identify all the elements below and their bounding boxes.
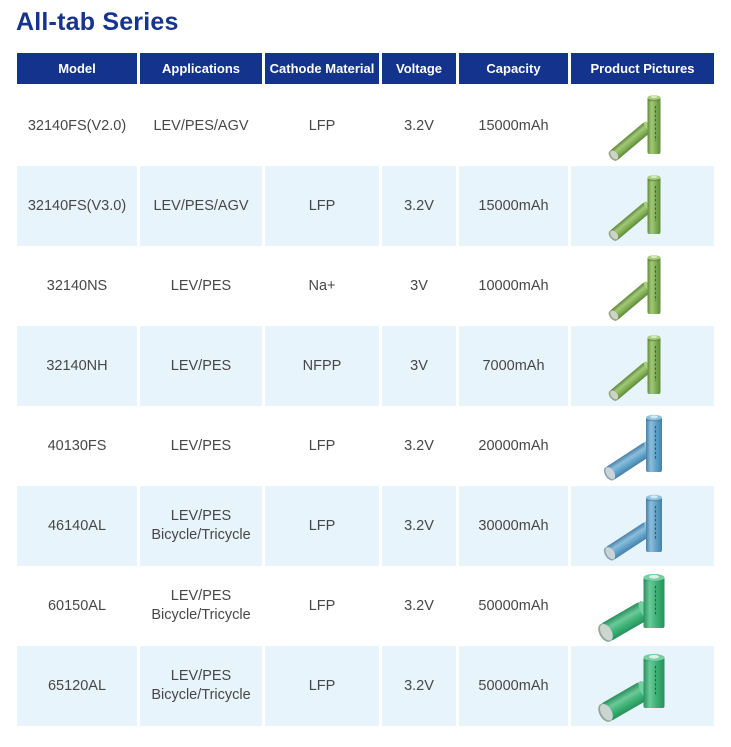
cell-capacity: 7000mAh: [459, 326, 568, 406]
cell-applications: LEV/PES: [140, 326, 262, 406]
cell-model: 46140AL: [17, 486, 137, 566]
table-row-32140NS: 32140NS LEV/PES Na+ 3V 10000mAh: [17, 246, 714, 326]
table-row-32140FS(V2.0): 32140FS(V2.0) LEV/PES/AGV LFP 3.2V 15000mAh: [17, 86, 714, 166]
table-header-row: Model Applications Cathode Material Voltage…: [17, 53, 714, 84]
cell-model: 32140NH: [17, 326, 137, 406]
cell-voltage: 3.2V: [382, 566, 456, 646]
application-line: LEV/PES: [170, 357, 232, 374]
cell-product-picture: [571, 486, 714, 566]
cell-cathode-material: LFP: [265, 166, 379, 246]
cell-applications: LEV/PES/AGV: [140, 166, 262, 246]
column-header-pictures: Product Pictures: [571, 53, 714, 84]
table-row-60150AL: 60150AL LEV/PES Bicycle/Tricycle LFP 3.2V 500…: [17, 566, 714, 646]
column-header-model: Model: [17, 53, 137, 84]
cell-product-picture: [571, 566, 714, 646]
cell-voltage: 3.2V: [382, 166, 456, 246]
cell-capacity: 20000mAh: [459, 406, 568, 486]
cell-capacity: 15000mAh: [459, 166, 568, 246]
cell-model: 40130FS: [17, 406, 137, 486]
column-header-cathode: Cathode Material: [265, 53, 379, 84]
cell-applications: LEV/PES Bicycle/Tricycle: [140, 646, 262, 726]
application-line: LEV/PES: [170, 588, 232, 605]
cell-cathode-material: LFP: [265, 486, 379, 566]
cell-capacity: 50000mAh: [459, 646, 568, 726]
table-row-46140AL: 46140AL LEV/PES Bicycle/Tricycle LFP 3.2V 300…: [17, 486, 714, 566]
blue-cylindrical-cells-photo: [603, 494, 662, 561]
column-header-voltage: Voltage: [382, 53, 456, 84]
cell-model: 65120AL: [17, 646, 137, 726]
cell-capacity: 10000mAh: [459, 246, 568, 326]
cell-voltage: 3V: [382, 326, 456, 406]
page-title: All-tab Series: [16, 8, 179, 36]
seagreen-cylindrical-cells-photo: [597, 573, 664, 642]
cell-applications: LEV/PES Bicycle/Tricycle: [140, 566, 262, 646]
application-line: LEV/PES: [170, 437, 232, 454]
green-cylindrical-cells-photo: [608, 95, 660, 161]
cell-applications: LEV/PES/AGV: [140, 86, 262, 166]
cell-cathode-material: LFP: [265, 406, 379, 486]
application-line: LEV/PES: [170, 668, 232, 685]
cell-cathode-material: LFP: [265, 86, 379, 166]
cell-product-picture: [571, 406, 714, 486]
application-line: LEV/PES/AGV: [153, 197, 249, 214]
application-line: LEV/PES/AGV: [153, 117, 249, 134]
cell-applications: LEV/PES: [140, 406, 262, 486]
cell-product-picture: [571, 166, 714, 246]
cell-cathode-material: Na+: [265, 246, 379, 326]
cell-capacity: 50000mAh: [459, 566, 568, 646]
cell-product-picture: [571, 326, 714, 406]
cell-voltage: 3.2V: [382, 86, 456, 166]
cell-voltage: 3.2V: [382, 406, 456, 486]
table-row-32140NH: 32140NH LEV/PES NFPP 3V 7000mAh: [17, 326, 714, 406]
table-row-32140FS(V3.0): 32140FS(V3.0) LEV/PES/AGV LFP 3.2V 15000mAh: [17, 166, 714, 246]
green-cylindrical-cells-photo: [608, 335, 660, 401]
column-header-applications: Applications: [140, 53, 262, 84]
cell-capacity: 15000mAh: [459, 86, 568, 166]
column-header-capacity: Capacity: [459, 53, 568, 84]
cell-voltage: 3.2V: [382, 486, 456, 566]
cell-cathode-material: LFP: [265, 646, 379, 726]
product-series-table: Model Applications Cathode Material Voltage…: [17, 53, 714, 726]
cell-model: 32140FS(V2.0): [17, 86, 137, 166]
cell-applications: LEV/PES Bicycle/Tricycle: [140, 486, 262, 566]
cell-cathode-material: NFPP: [265, 326, 379, 406]
cell-applications: LEV/PES: [140, 246, 262, 326]
green-cylindrical-cells-photo: [608, 175, 660, 241]
cell-product-picture: [571, 246, 714, 326]
cell-model: 60150AL: [17, 566, 137, 646]
table-body: 32140FS(V2.0) LEV/PES/AGV LFP 3.2V 15000mAh …: [17, 86, 714, 726]
application-line: Bicycle/Tricycle: [151, 607, 251, 623]
cell-voltage: 3.2V: [382, 646, 456, 726]
cell-model: 32140FS(V3.0): [17, 166, 137, 246]
blue-cylindrical-cells-photo: [603, 414, 662, 481]
application-line: Bicycle/Tricycle: [151, 687, 251, 703]
application-line: LEV/PES: [170, 508, 232, 525]
application-line: Bicycle/Tricycle: [151, 527, 251, 543]
table-row-65120AL: 65120AL LEV/PES Bicycle/Tricycle LFP 3.2V 500…: [17, 646, 714, 726]
table-row-40130FS: 40130FS LEV/PES LFP 3.2V 20000mAh: [17, 406, 714, 486]
seagreen-cylindrical-cells-photo: [597, 653, 664, 722]
green-cylindrical-cells-photo: [608, 255, 660, 321]
cell-model: 32140NS: [17, 246, 137, 326]
cell-cathode-material: LFP: [265, 566, 379, 646]
cell-capacity: 30000mAh: [459, 486, 568, 566]
cell-product-picture: [571, 86, 714, 166]
application-line: LEV/PES: [170, 277, 232, 294]
cell-voltage: 3V: [382, 246, 456, 326]
cell-product-picture: [571, 646, 714, 726]
